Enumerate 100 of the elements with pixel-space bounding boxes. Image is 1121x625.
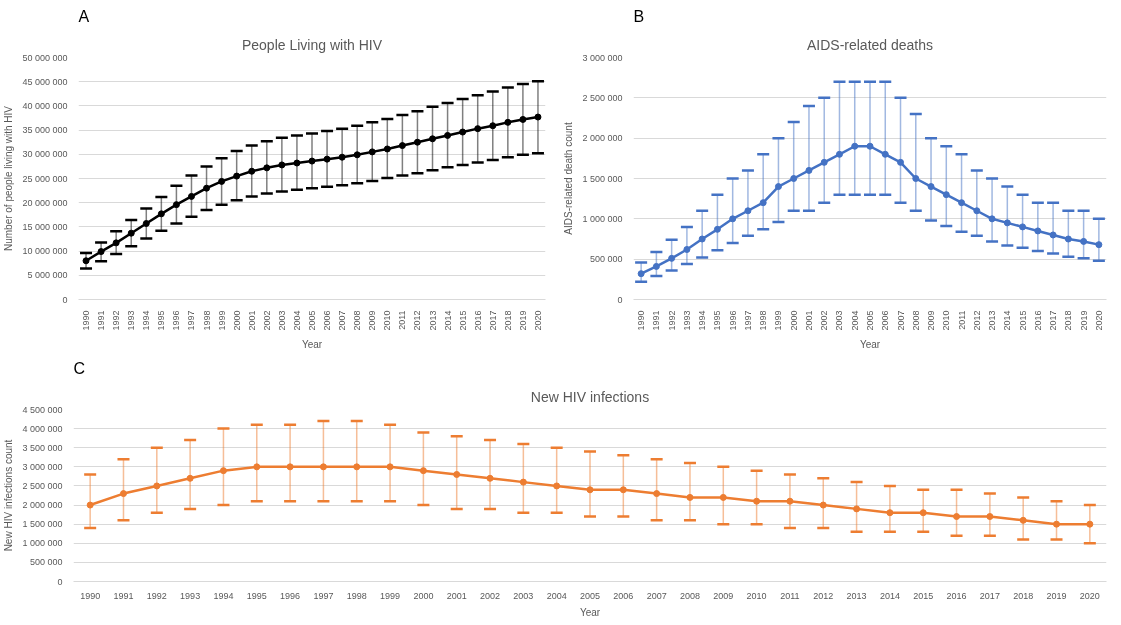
x-tick-label: 1999: [773, 310, 784, 331]
point: [786, 497, 794, 505]
point: [683, 245, 691, 253]
y-tick-label: 40 000 000: [22, 100, 68, 111]
y-tick-label: 15 000 000: [22, 221, 68, 232]
text: B: [633, 7, 645, 25]
x-tick-label: 2001: [803, 310, 814, 331]
point: [759, 199, 767, 207]
point: [986, 513, 994, 521]
point: [653, 490, 661, 498]
point: [368, 148, 376, 156]
point: [218, 177, 226, 185]
point: [398, 142, 406, 150]
x-tick-label: 2014: [1002, 310, 1013, 331]
point: [203, 184, 211, 192]
point: [1003, 219, 1011, 227]
point: [819, 501, 827, 509]
x-tick-label: 1991: [113, 590, 134, 601]
x-tick-label: 1993: [681, 310, 692, 331]
x-tick-label: 1997: [313, 590, 334, 601]
x-tick-label: 1992: [146, 590, 167, 601]
point: [308, 157, 316, 165]
x-tick-label: 1996: [171, 310, 182, 331]
x-tick-label: 1994: [213, 590, 234, 601]
point: [897, 158, 905, 166]
point: [1049, 231, 1057, 239]
x-tick-label: 2020: [1079, 590, 1100, 601]
x-tick-label: 2007: [895, 310, 906, 331]
point: [835, 150, 843, 158]
point: [459, 128, 467, 136]
x-tick-label: 1991: [651, 310, 662, 331]
point: [912, 175, 920, 182]
x-tick-label: 2008: [679, 590, 700, 601]
x-tick-label: 2010: [382, 310, 393, 331]
point: [157, 210, 165, 218]
x-tick-label: 2015: [913, 590, 934, 601]
x-tick-label: 2005: [307, 310, 317, 331]
point: [323, 155, 331, 163]
x-tick-label: 2008: [352, 310, 363, 331]
point: [534, 113, 542, 121]
x-tick-label: 2011: [780, 590, 800, 601]
y-tick-label: 2 500 000: [22, 480, 63, 491]
y-tick-label: 10 000 000: [22, 246, 68, 257]
y-tick-label: 25 000 000: [22, 173, 68, 184]
point: [637, 270, 645, 278]
x-tick-label: 2008: [910, 310, 921, 331]
y-tick-label: 1 500 000: [22, 519, 63, 530]
point: [698, 235, 706, 243]
point: [413, 138, 421, 146]
point: [1019, 223, 1027, 231]
point: [444, 131, 452, 139]
y-tick-label: 0: [57, 576, 63, 587]
x-tick-label: 1993: [180, 590, 201, 601]
x-tick-label: 2002: [480, 590, 501, 601]
x-tick-label: 2011: [956, 310, 967, 330]
x-tick-label: 2014: [442, 310, 453, 331]
x-tick-label: 2010: [746, 590, 767, 601]
x-tick-label: 2007: [646, 590, 667, 601]
y-tick-label: 1 500 000: [582, 173, 623, 184]
point: [419, 467, 427, 475]
x-tick-label: 2019: [1078, 310, 1089, 331]
point: [219, 467, 227, 475]
y-tick-label: 4 500 000: [22, 404, 63, 415]
y-tick-label: 3 000 000: [582, 52, 623, 63]
point: [652, 262, 660, 270]
x-tick-label: 1999: [216, 310, 227, 331]
point: [586, 486, 594, 494]
point: [820, 158, 828, 166]
point: [489, 122, 497, 130]
point: [486, 474, 494, 482]
y-tick-label: 5 000 000: [27, 270, 68, 281]
y-axis-title: Number of people living with HIV: [3, 105, 15, 252]
x-tick-label: 2018: [502, 310, 513, 331]
y-tick-label: 20 000 000: [22, 197, 68, 208]
x-tick-label: 2006: [322, 310, 333, 331]
point: [973, 207, 981, 215]
x-tick-label: 2002: [819, 310, 830, 331]
x-tick-label: 2011: [397, 310, 408, 330]
point: [958, 199, 966, 207]
point: [386, 463, 394, 471]
y-tick-label: 0: [62, 294, 68, 305]
y-axis-title: AIDS-related death count: [563, 122, 575, 235]
point: [805, 166, 813, 174]
point: [127, 229, 135, 237]
x-tick-label: 2016: [1032, 310, 1043, 331]
x-tick-label: 2000: [413, 590, 434, 601]
x-tick-label: 1990: [81, 310, 92, 331]
x-tick-label: 2018: [1063, 310, 1074, 331]
x-tick-label: 2016: [946, 590, 967, 601]
point: [278, 161, 286, 169]
y-tick-label: 2 500 000: [582, 92, 623, 103]
y-tick-label: 500 000: [29, 557, 63, 568]
point: [286, 463, 294, 471]
point: [474, 125, 482, 133]
x-tick-label: 2001: [446, 590, 467, 601]
point: [619, 486, 627, 494]
point: [153, 482, 161, 490]
x-tick-label: 1995: [156, 310, 167, 331]
y-tick-label: 30 000 000: [22, 149, 68, 160]
point: [1019, 516, 1027, 524]
